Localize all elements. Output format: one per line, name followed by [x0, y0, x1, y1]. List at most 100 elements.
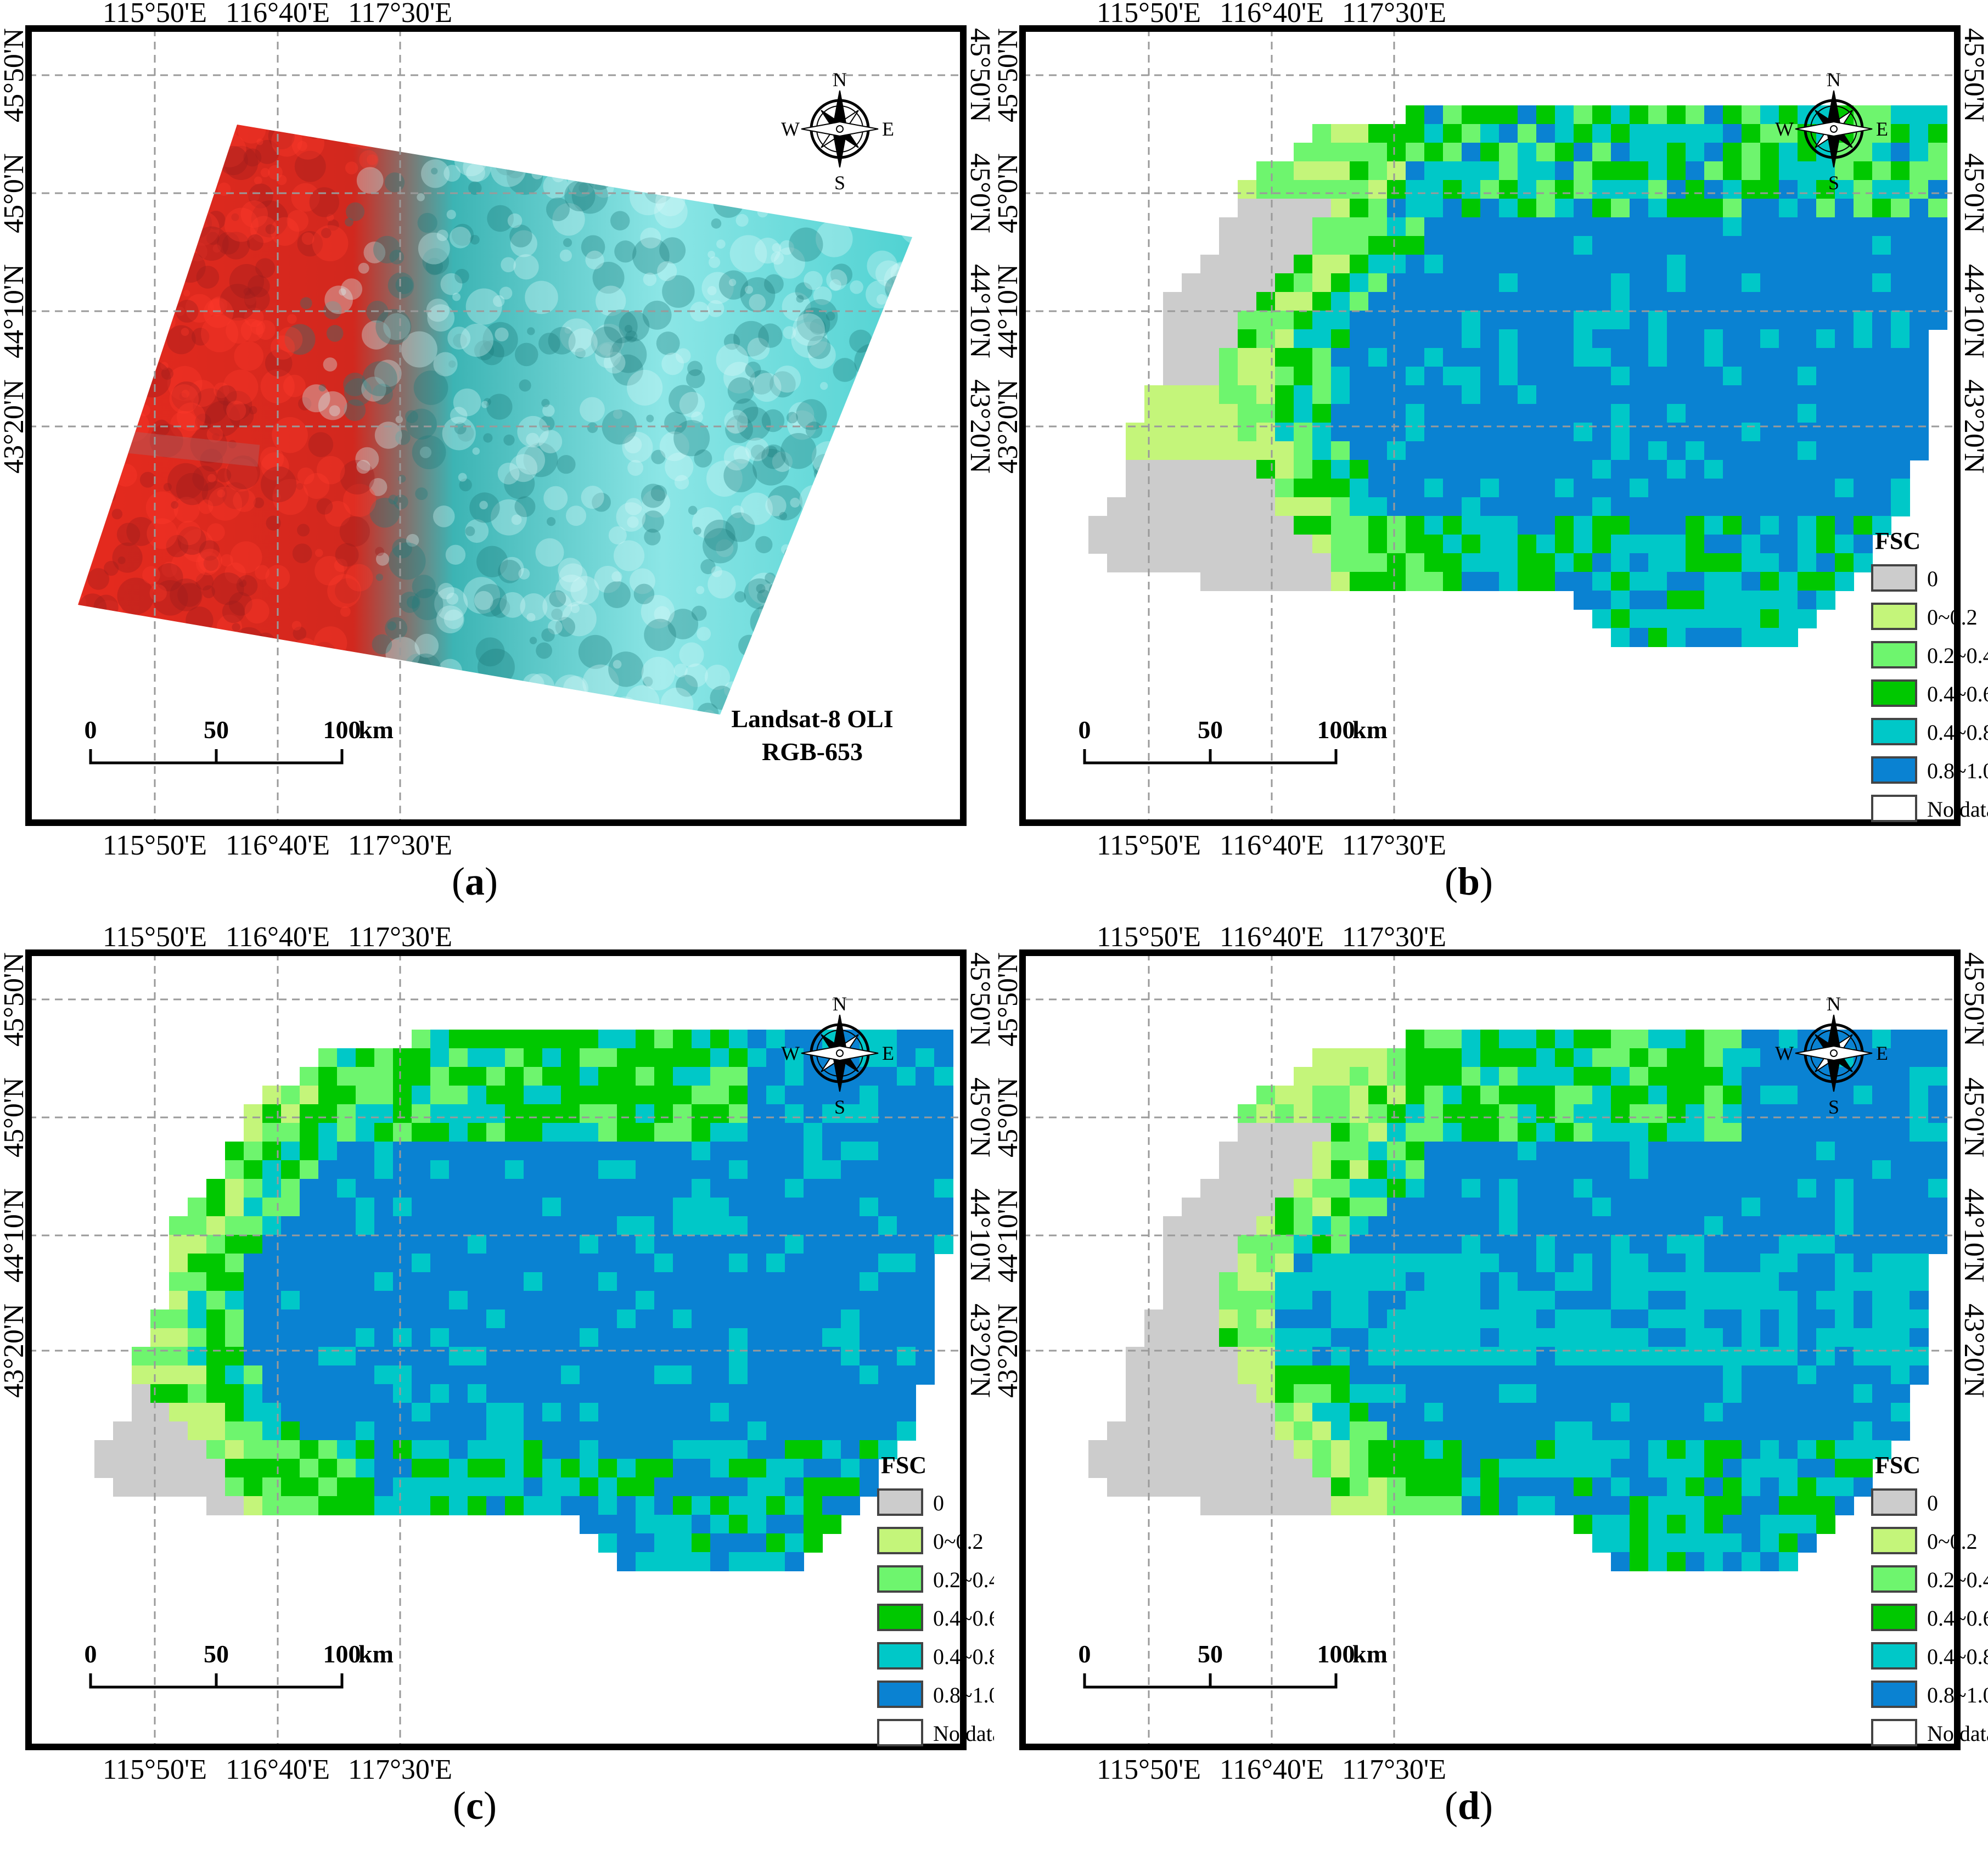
- fsc-cell: [1462, 1142, 1481, 1161]
- compass-west-label: W: [781, 1042, 800, 1064]
- fsc-cell: [1611, 1347, 1630, 1366]
- landsat-texture: [334, 558, 348, 572]
- fsc-cell: [1462, 1459, 1481, 1478]
- landsat-texture: [806, 656, 833, 683]
- fsc-cell: [132, 1440, 151, 1459]
- fsc-cell: [1686, 217, 1705, 237]
- fsc-cell: [1350, 1160, 1369, 1179]
- fsc-cell: [318, 1459, 338, 1478]
- fsc-cell: [374, 1384, 394, 1403]
- fsc-cell: [1704, 572, 1723, 591]
- fsc-cell: [1574, 516, 1593, 535]
- fsc-cell: [785, 1440, 804, 1459]
- fsc-cell: [1462, 217, 1481, 237]
- fsc-cell: [1686, 311, 1705, 330]
- fsc-cell: [132, 1459, 151, 1478]
- landsat-texture: [474, 591, 493, 610]
- landsat-texture: [752, 448, 789, 486]
- fsc-cell: [1854, 105, 1873, 125]
- latitude-label-right: 43°20'N: [1958, 379, 1988, 474]
- fsc-cell: [1704, 236, 1723, 255]
- fsc-cell: [1256, 460, 1276, 479]
- fsc-cell: [337, 1291, 356, 1310]
- landsat-texture: [723, 362, 755, 394]
- fsc-cell: [1760, 628, 1779, 647]
- landsat-texture: [780, 149, 798, 166]
- fsc-cell: [1480, 1123, 1500, 1142]
- fsc-cell: [1779, 1142, 1798, 1161]
- landsat-texture: [283, 374, 306, 397]
- fsc-cell: [281, 1160, 300, 1179]
- fsc-cell: [1424, 236, 1444, 255]
- fsc-cell: [636, 1384, 655, 1403]
- landsat-texture: [858, 443, 865, 451]
- landsat-texture: [86, 626, 121, 661]
- fsc-cell: [1574, 199, 1593, 218]
- landsat-texture: [738, 634, 760, 657]
- fsc-cell: [393, 1440, 412, 1459]
- fsc-cell: [1648, 348, 1667, 367]
- fsc-cell: [505, 1160, 524, 1179]
- landsat-texture: [128, 187, 151, 211]
- fsc-cell: [393, 1421, 412, 1441]
- fsc-cell: [729, 1216, 748, 1235]
- fsc-cell: [1424, 1440, 1444, 1459]
- fsc-cell: [1294, 535, 1313, 554]
- landsat-texture: [78, 692, 80, 699]
- scale-bar-unit: km: [1352, 1640, 1388, 1668]
- landsat-texture: [195, 551, 220, 576]
- landsat-texture: [371, 690, 388, 707]
- landsat-texture: [230, 541, 262, 574]
- fsc-cell: [1760, 609, 1779, 628]
- fsc-cell: [1499, 497, 1518, 516]
- fsc-cell: [1574, 273, 1593, 293]
- fsc-cell: [1443, 105, 1462, 125]
- fsc-cell: [1779, 124, 1798, 143]
- fsc-cell: [1555, 1347, 1574, 1366]
- fsc-cell: [1350, 1347, 1369, 1366]
- fsc-cell: [1536, 1440, 1555, 1459]
- landsat-texture: [394, 494, 408, 509]
- fsc-cell: [1816, 572, 1835, 591]
- fsc-cell: [785, 1235, 804, 1254]
- fsc-cell: [1574, 1086, 1593, 1105]
- landsat-texture: [560, 318, 594, 352]
- fsc-cell: [412, 1086, 431, 1105]
- latitude-label-right: 44°10'N: [964, 264, 994, 358]
- landsat-texture: [499, 286, 513, 300]
- fsc-cell: [300, 1477, 319, 1497]
- fsc-cell: [1499, 1384, 1518, 1403]
- fsc-cell: [505, 1310, 524, 1329]
- landsat-texture: [740, 277, 776, 312]
- fsc-cell: [113, 1477, 132, 1497]
- fsc-cell: [1742, 1198, 1761, 1217]
- fsc-cell: [1443, 143, 1462, 162]
- fsc-cell: [468, 1291, 487, 1310]
- fsc-cell: [1219, 292, 1238, 311]
- longitude-label-bottom: 117°30'E: [348, 1754, 452, 1785]
- fsc-cell: [505, 1384, 524, 1403]
- fsc-cell: [1630, 1179, 1649, 1198]
- fsc-cell: [206, 1179, 226, 1198]
- landsat-texture: [460, 323, 493, 357]
- fsc-cell: [1611, 1328, 1630, 1347]
- fsc-cell: [150, 1403, 170, 1422]
- fsc-cell: [1835, 1216, 1854, 1235]
- landsat-texture: [222, 482, 249, 509]
- fsc-cell: [1928, 273, 1947, 293]
- fsc-cell: [1350, 1216, 1369, 1235]
- fsc-cell: [1256, 1123, 1276, 1142]
- fsc-cell: [1686, 553, 1705, 572]
- fsc-cell: [1275, 292, 1294, 311]
- fsc-cell: [449, 1347, 468, 1366]
- fsc-cell: [1256, 236, 1276, 255]
- fsc-cell: [1219, 423, 1238, 442]
- fsc-cell: [1219, 1235, 1238, 1254]
- fsc-cell: [374, 1048, 394, 1067]
- fsc-cell: [1219, 1459, 1238, 1478]
- fsc-cell: [1611, 124, 1630, 143]
- landsat-texture: [718, 270, 748, 300]
- fsc-cell: [281, 1104, 300, 1123]
- fsc-cell: [1574, 1123, 1593, 1142]
- legend-swatch: [1871, 1565, 1917, 1593]
